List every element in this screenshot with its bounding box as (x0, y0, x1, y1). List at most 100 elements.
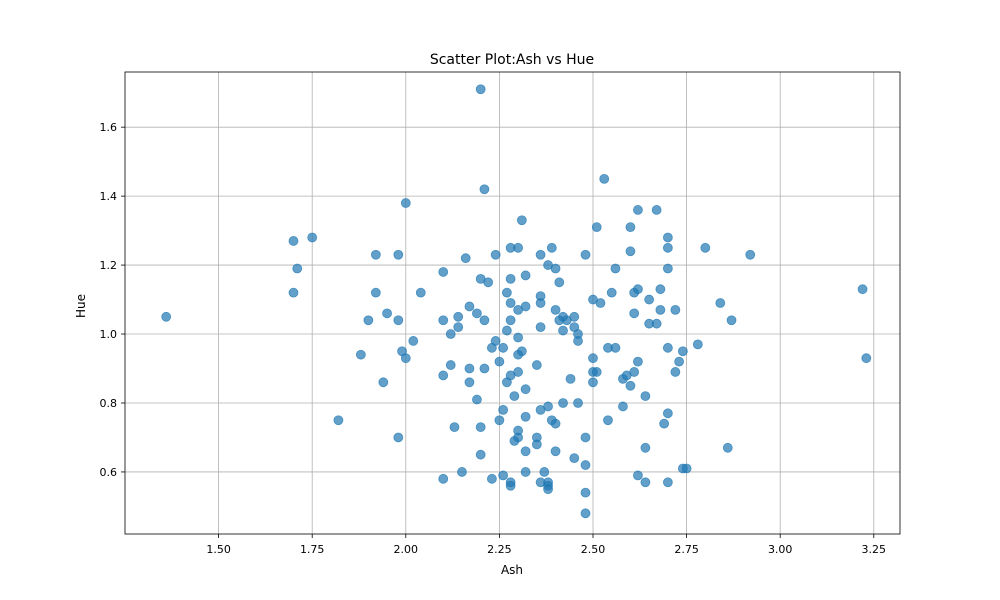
scatter-point (513, 432, 524, 443)
scatter-point (662, 242, 673, 253)
scatter-point (535, 322, 546, 333)
scatter-point (565, 373, 576, 384)
scatter-point (472, 394, 482, 405)
scatter-point (498, 404, 509, 415)
scatter-point (550, 304, 561, 315)
scatter-point (633, 356, 643, 367)
scatter-point (472, 308, 482, 319)
scatter-point (726, 315, 737, 326)
scatter-point (655, 284, 666, 295)
scatter-point (505, 315, 516, 326)
scatter-point (580, 432, 591, 443)
y-tick-label: 1.0 (100, 328, 118, 341)
x-tick-label: 1.75 (300, 543, 325, 556)
scatter-point (445, 360, 456, 370)
scatter-point (531, 360, 542, 370)
scatter-point (603, 415, 613, 426)
scatter-point (438, 315, 449, 326)
scatter-point (464, 377, 475, 388)
scatter-point (662, 408, 673, 419)
scatter-point (588, 353, 598, 364)
scatter-point (595, 298, 606, 308)
y-axis-label: Hue (74, 294, 88, 318)
y-tick-label: 1.2 (100, 259, 118, 272)
scatter-point (288, 287, 299, 298)
scatter-point (651, 205, 662, 215)
scatter-point (475, 422, 486, 433)
scatter-point (625, 380, 636, 391)
y-tick-label: 1.6 (100, 121, 118, 134)
chart-title: Scatter Plot:Ash vs Hue (430, 52, 594, 68)
scatter-point (580, 487, 591, 498)
scatter-point (745, 249, 756, 260)
scatter-point (715, 298, 726, 308)
scatter-point (516, 215, 527, 226)
scatter-point (457, 467, 467, 477)
scatter-point (558, 325, 568, 336)
scatter-point (453, 322, 464, 333)
scatter-point (640, 477, 651, 488)
x-axis-ticks: 1.50 1.75 2.00 2.25 2.50 2.75 3.00 3.25 (206, 534, 886, 556)
x-tick-label: 3.25 (862, 543, 887, 556)
scatter-point (288, 236, 299, 246)
scatter-point (520, 301, 531, 312)
scatter-point (662, 342, 673, 353)
scatter-point (573, 336, 583, 346)
scatter-point (400, 198, 411, 208)
scatter-point (629, 308, 640, 319)
scatter-point (355, 349, 366, 360)
scatter-point (625, 222, 636, 233)
scatter-point (580, 460, 591, 470)
scatter-point (400, 353, 411, 364)
scatter-point (307, 232, 318, 243)
scatter-point (588, 377, 598, 388)
scatter-point (509, 391, 520, 401)
scatter-point (618, 401, 628, 412)
scatter-point (378, 377, 389, 388)
scatter-point (501, 325, 512, 336)
scatter-point (535, 298, 546, 308)
scatter-point (539, 467, 550, 477)
scatter-point (580, 249, 591, 260)
scatter-point (438, 267, 449, 277)
scatter-point (438, 473, 449, 484)
scatter-point (479, 184, 490, 195)
scatter-point (520, 384, 531, 395)
scatter-point (505, 298, 516, 308)
scatter-point (554, 277, 565, 288)
scatter-point (644, 294, 655, 305)
x-axis-label: Ash (501, 563, 523, 577)
scatter-point (464, 301, 475, 312)
scatter-point (546, 242, 557, 253)
scatter-point (662, 232, 673, 243)
y-tick-label: 0.6 (100, 466, 118, 479)
scatter-point (520, 411, 531, 422)
scatter-point (543, 401, 553, 412)
scatter-point (498, 342, 509, 353)
scatter-point (393, 315, 404, 326)
scatter-point (670, 367, 681, 377)
scatter-point (550, 418, 561, 429)
scatter-point (513, 367, 524, 377)
scatter-point (490, 336, 501, 346)
scatter-point (501, 287, 512, 298)
scatter-point (662, 263, 673, 274)
scatter-point (513, 332, 524, 343)
scatter-point (513, 242, 524, 253)
scatter-point (475, 84, 486, 95)
x-tick-label: 3.00 (768, 543, 793, 556)
scatter-point (558, 398, 568, 408)
scatter-point (629, 367, 640, 377)
scatter-point (487, 473, 497, 484)
scatter-point (535, 249, 546, 260)
scatter-point (550, 446, 561, 457)
scatter-point (460, 253, 471, 264)
scatter-point (659, 418, 670, 429)
scatter-point (550, 263, 561, 274)
scatter-point (606, 287, 617, 298)
scatter-point (692, 339, 703, 350)
x-tick-label: 2.25 (487, 543, 512, 556)
scatter-point (662, 477, 673, 488)
scatter-point (681, 463, 692, 474)
